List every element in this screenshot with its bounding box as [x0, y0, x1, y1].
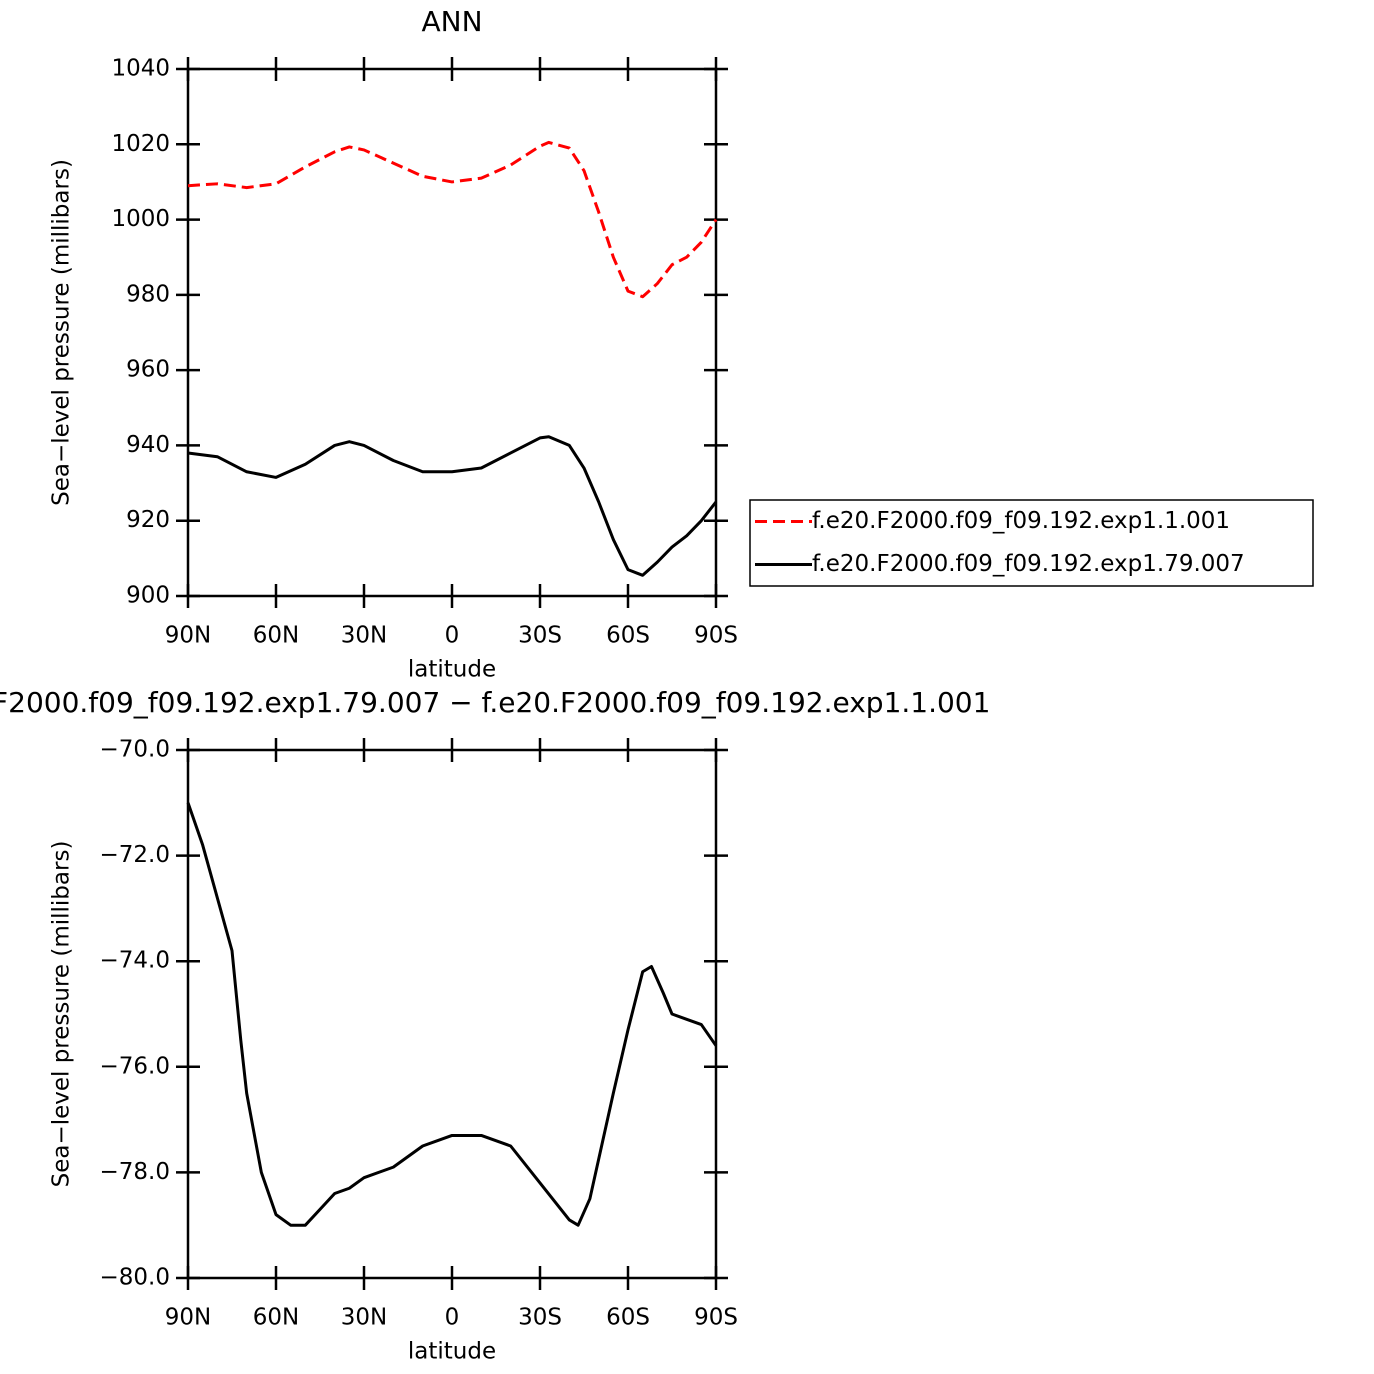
- line-series: [186, 802, 718, 1227]
- y-tick-label: −72.0: [100, 842, 170, 868]
- y-tick-label: −70.0: [100, 737, 170, 763]
- x-tick-label: 60N: [253, 1305, 299, 1331]
- x-tick-label: 0: [445, 1305, 460, 1331]
- x-tick-label: 30N: [341, 623, 387, 649]
- chart-title: f.e20.F2000.f09_f09.192.exp1.79.007 − f.…: [0, 686, 990, 719]
- plot-frame: [186, 748, 718, 1280]
- x-tick-label: 30S: [518, 623, 562, 649]
- y-tick-label: 920: [126, 507, 170, 533]
- y-tick-label: −78.0: [100, 1159, 170, 1185]
- y-tick-label: 1020: [111, 131, 170, 157]
- y-tick-label: 980: [126, 281, 170, 307]
- x-tick-label: 60N: [253, 623, 299, 649]
- x-tick-label: 60S: [606, 1305, 650, 1331]
- line-series: [187, 140, 718, 299]
- x-tick-label: 30N: [341, 1305, 387, 1331]
- plot-frame: [186, 67, 718, 598]
- y-tick-label: 1040: [111, 56, 170, 82]
- line-series: [187, 435, 718, 577]
- x-tick-label: 90N: [165, 623, 211, 649]
- y-tick-label: 900: [126, 583, 170, 609]
- x-tick-label: 90N: [165, 1305, 211, 1331]
- y-tick-label: 1000: [111, 206, 170, 232]
- legend-label: f.e20.F2000.f09_f09.192.exp1.1.001: [812, 508, 1230, 534]
- y-axis-label: Sea−level pressure (millibars): [49, 159, 75, 506]
- x-axis-label: latitude: [408, 1339, 496, 1365]
- y-tick-label: −76.0: [100, 1053, 170, 1079]
- y-tick-label: −80.0: [100, 1265, 170, 1291]
- x-tick-label: 60S: [606, 623, 650, 649]
- x-tick-label: 90S: [694, 1305, 738, 1331]
- x-tick-label: 90S: [694, 623, 738, 649]
- legend-label: f.e20.F2000.f09_f09.192.exp1.79.007: [812, 551, 1245, 577]
- y-tick-label: 960: [126, 357, 170, 383]
- chart-title: ANN: [421, 5, 482, 38]
- x-tick-label: 30S: [518, 1305, 562, 1331]
- y-tick-label: −74.0: [100, 948, 170, 974]
- y-tick-label: 940: [126, 432, 170, 458]
- x-axis-label: latitude: [408, 657, 496, 683]
- y-axis-label: Sea−level pressure (millibars): [49, 841, 75, 1188]
- x-tick-label: 0: [445, 623, 460, 649]
- legend-box: [749, 499, 1314, 587]
